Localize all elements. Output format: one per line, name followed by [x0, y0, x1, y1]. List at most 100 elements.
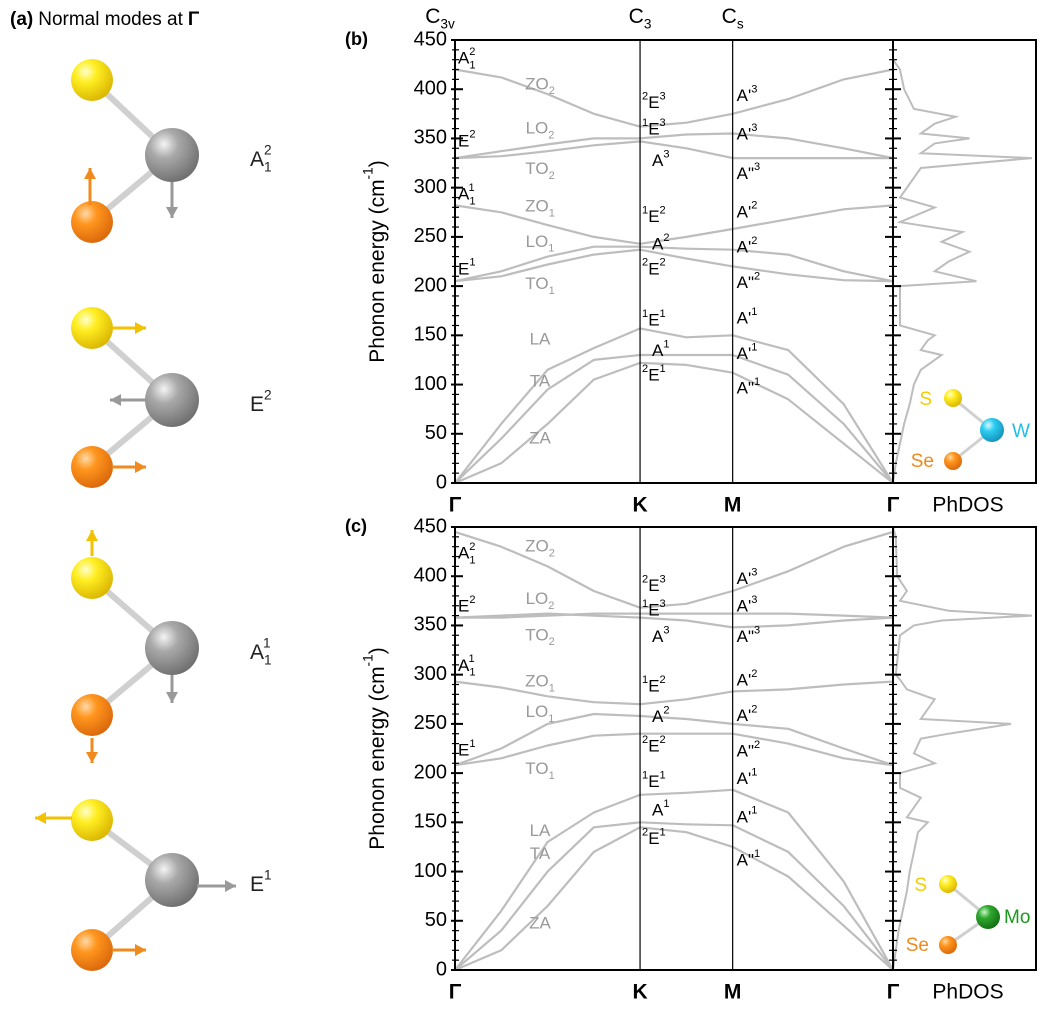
branch-label-part: LO	[526, 232, 549, 251]
y-axis-label-part: -1	[360, 167, 375, 179]
phonon-branch	[455, 714, 893, 765]
y-axis-label-part: Phonon energy (cm	[366, 666, 389, 849]
gamma-mode-label: A11	[458, 182, 475, 208]
dos-label: PhDOS	[932, 494, 1003, 517]
gamma-mode-label: E2	[458, 594, 476, 616]
phonon-branch	[455, 827, 893, 970]
gamma-mode-label-part: 1	[469, 667, 475, 679]
y-tick-label: 250	[414, 225, 447, 247]
k-mode-label: A3	[652, 625, 670, 647]
phonon-branch	[455, 247, 893, 282]
atom	[71, 59, 113, 101]
phdos-curve	[893, 60, 1032, 483]
k-mode-label: 2E3	[642, 90, 666, 112]
gamma-mode-label: E1	[458, 257, 476, 279]
branch-label: ZO1	[525, 197, 555, 219]
k-mode-label: 1E3	[642, 598, 666, 620]
branch-label-part: 2	[549, 636, 555, 648]
branch-label-part: LO	[526, 589, 549, 608]
atom	[145, 853, 199, 907]
k-mode-label-part: 2	[660, 257, 666, 269]
atom-label: S	[914, 875, 927, 896]
k-mode-label-part: E	[648, 120, 659, 139]
phonon-branch	[455, 141, 893, 158]
symmetry-label: Cs	[722, 5, 744, 31]
atom	[944, 389, 962, 407]
branch-label: LO2	[526, 589, 555, 611]
branch-label: ZA	[529, 429, 551, 448]
m-mode-label-part: 1	[751, 341, 757, 353]
m-mode-label-part: A"	[737, 628, 754, 647]
atom-label: S	[919, 389, 932, 410]
branch-label-part: TO	[525, 159, 548, 178]
phonon-branch	[455, 532, 893, 608]
m-mode-label-part: A'	[737, 309, 752, 328]
m-mode-label-part: A'	[737, 769, 752, 788]
m-mode-label: A"2	[737, 739, 761, 761]
gamma-mode-label-part: E	[458, 597, 469, 616]
title-text: Normal modes at	[38, 9, 183, 30]
m-mode-label: A"1	[737, 848, 761, 870]
branch-label-part: 1	[549, 682, 555, 694]
m-mode-label: A'1	[737, 805, 758, 827]
m-mode-label-part: 2	[751, 703, 757, 715]
atom	[71, 201, 113, 243]
x-tick-label: M	[724, 494, 742, 517]
branch-label-part: 2	[549, 170, 555, 182]
arrow-head	[135, 944, 146, 956]
mode-label-part: 2	[264, 142, 272, 157]
mode-label-part: 2	[264, 387, 272, 402]
atom	[944, 452, 962, 470]
y-tick-label: 350	[414, 614, 447, 636]
mode-label-part: 1	[264, 867, 272, 882]
phdos-curve	[893, 527, 1032, 970]
m-mode-label: A"3	[737, 161, 761, 183]
y-axis-label-part: )	[366, 647, 389, 654]
gamma-mode-label: A12	[458, 46, 476, 72]
mode-label: E2	[250, 387, 272, 415]
gamma-mode-label-part: 2	[469, 594, 475, 606]
k-mode-label-part: E	[648, 311, 659, 330]
branch-label-part: 2	[549, 85, 555, 97]
branch-label: ZO1	[525, 672, 555, 694]
atom	[145, 128, 199, 182]
x-tick-label: Γ	[887, 981, 900, 1004]
mode-label-part: E	[250, 393, 264, 416]
k-mode-label-part: E	[648, 577, 659, 596]
m-mode-label: A"3	[737, 625, 761, 647]
m-mode-label-part: A"	[737, 164, 754, 183]
m-mode-label: A"1	[737, 376, 761, 398]
k-mode-label-part: 2	[663, 232, 669, 244]
k-mode-label-part: 1	[660, 363, 666, 375]
symmetry-label-part: C	[722, 5, 737, 28]
arrow-head	[135, 322, 146, 334]
m-mode-label-part: A'	[737, 125, 752, 144]
m-mode-label-part: 2	[754, 739, 760, 751]
y-tick-label: 200	[414, 274, 447, 296]
k-mode-label: A1	[652, 338, 670, 360]
atom-label: W	[1012, 421, 1030, 442]
x-tick-label: Γ	[449, 494, 462, 517]
m-mode-label-part: 3	[751, 122, 757, 134]
panel-letter: (a)	[10, 9, 33, 30]
k-mode-label-part: 2	[660, 734, 666, 746]
arrow-head	[110, 394, 121, 406]
m-mode-label-part: 1	[751, 766, 757, 778]
branch-label: TA	[530, 372, 551, 391]
k-mode-label-part: A	[652, 152, 664, 171]
y-axis-label: Phonon energy (cm-1)	[360, 647, 388, 849]
atom	[71, 694, 113, 736]
k-mode-label-part: E	[648, 737, 659, 756]
branch-label-part: 1	[549, 770, 555, 782]
k-mode-label-part: 3	[660, 90, 666, 102]
arrow-head	[84, 168, 96, 179]
x-tick-label: K	[632, 494, 647, 517]
y-tick-label: 300	[414, 176, 447, 198]
k-mode-label-part: 1	[663, 338, 669, 350]
gamma-mode-label-part: 2	[469, 46, 475, 58]
branch-label-part: 2	[549, 548, 555, 560]
symmetry-label-part: 3v	[440, 16, 455, 31]
arrow-head	[86, 530, 98, 541]
branch-label-part: ZA	[529, 914, 551, 933]
